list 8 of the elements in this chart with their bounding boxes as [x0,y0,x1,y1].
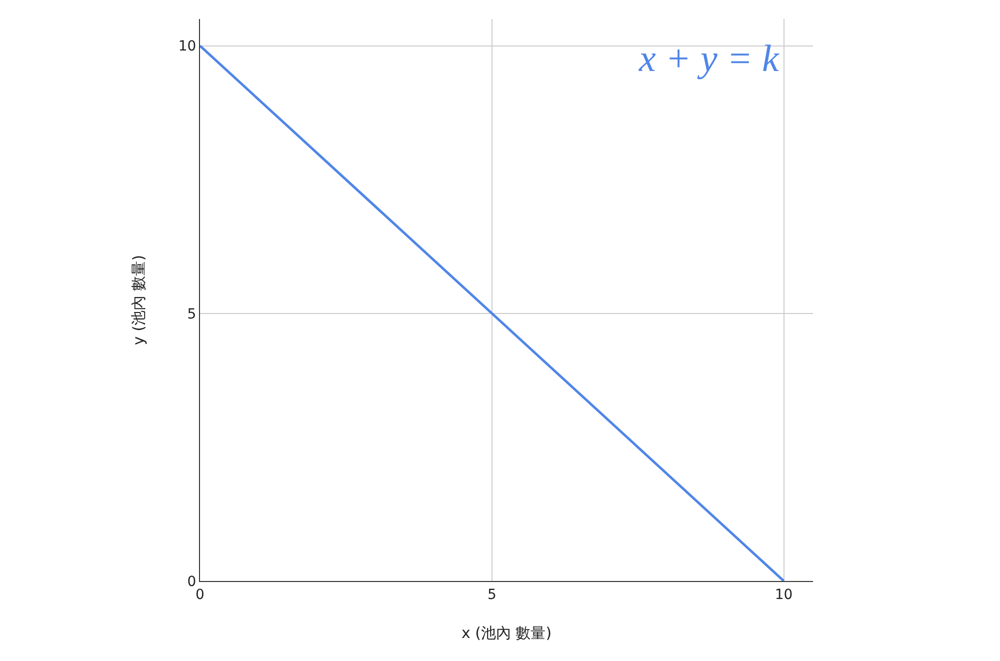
annotation: x + y = k [638,38,780,80]
y-tick-label: 5 [187,306,196,322]
x-axis-title: x (池內 數量) [461,624,552,642]
x-tick-label: 10 [774,586,793,603]
x-tick-label: 5 [487,586,496,603]
y-tick-label: 10 [178,38,196,55]
y-axis-title: y (池內 數量) [130,254,148,346]
y-tick-label: 0 [187,574,196,590]
